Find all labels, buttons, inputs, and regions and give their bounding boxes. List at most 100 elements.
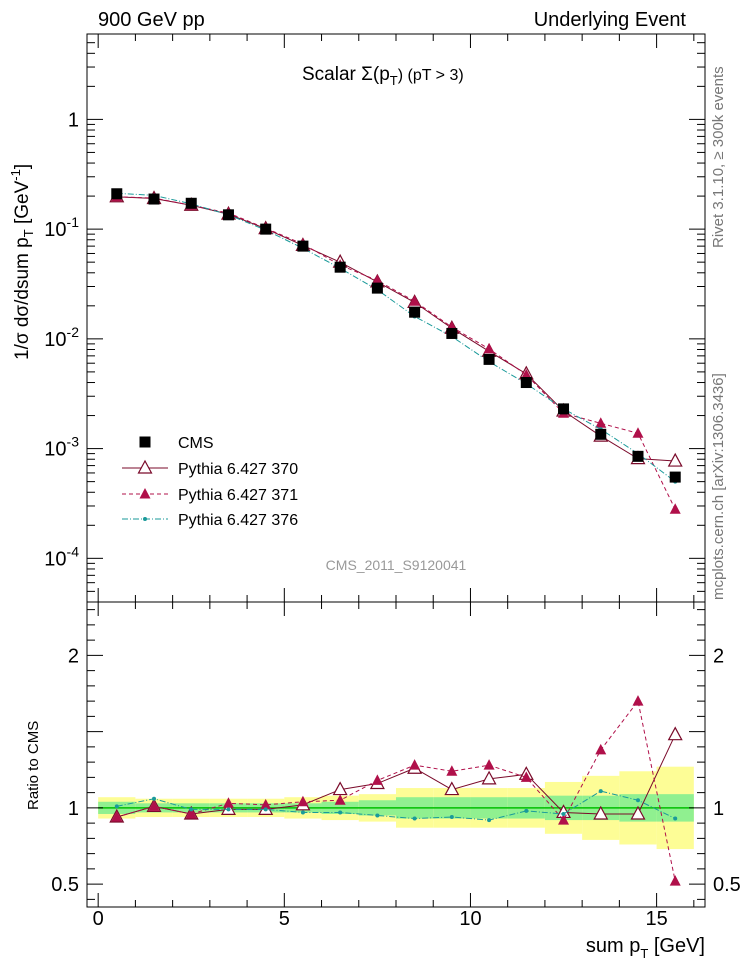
series-point-0 — [667, 452, 683, 467]
ratio-frame — [86, 601, 706, 908]
cms-data-point — [409, 306, 421, 318]
ratio-line-0 — [116, 734, 676, 818]
ratio-point-2 — [561, 811, 566, 816]
series-line-1 — [116, 196, 676, 510]
ratio-point-1 — [446, 765, 458, 776]
cms-data-point — [297, 240, 309, 252]
ratio-point-1 — [260, 798, 272, 810]
ratio-point-2 — [412, 816, 417, 821]
ratio-point-0 — [481, 770, 497, 785]
ratio-point-2 — [189, 807, 194, 812]
ratio-point-2 — [226, 807, 231, 812]
side-label-top: Rivet 3.1.10, ≥ 300k events — [710, 66, 727, 248]
ratio-y-tick-label-left: 0.5 — [51, 874, 79, 896]
y-tick-label: 1 — [68, 109, 79, 131]
ratio-point-1 — [111, 811, 123, 822]
ratio-point-1 — [520, 771, 532, 782]
x-tick-label: 15 — [645, 908, 667, 930]
ratio-line-1 — [116, 699, 676, 882]
y-axis-label-bottom: Ratio to CMS — [25, 721, 42, 810]
y-axis-label-top: 1/σ dσ/dsum pT [GeV-1] — [8, 164, 36, 360]
ratio-point-2 — [598, 789, 603, 794]
cms-data-point — [483, 353, 495, 365]
ratio-y-tick-label-right: 1 — [713, 798, 724, 820]
ratio-point-2 — [673, 816, 678, 821]
ratio-point-0 — [593, 805, 609, 820]
legend-label: Pythia 6.427 371 — [178, 487, 298, 504]
ratio-point-0 — [667, 726, 683, 741]
y-tick-label: 10-1 — [44, 214, 79, 241]
ratio-point-2 — [635, 798, 640, 803]
cms-data-point — [520, 377, 532, 389]
cms-data-point — [185, 197, 197, 209]
ratio-point-1 — [669, 875, 681, 886]
ratio-point-0 — [444, 781, 460, 796]
legend-label: Pythia 6.427 370 — [178, 461, 298, 478]
ratio-point-1 — [334, 794, 346, 805]
ratio-point-1 — [148, 800, 160, 811]
cms-data-point — [595, 428, 607, 440]
x-tick-label: 10 — [459, 908, 481, 930]
series-point-1 — [595, 417, 607, 428]
cms-data-point — [446, 327, 458, 339]
legend-label: Pythia 6.427 376 — [178, 512, 298, 529]
ratio-y-tick-label-right: 2 — [713, 645, 724, 667]
cms-data-point — [371, 282, 383, 294]
series-point-1 — [409, 295, 421, 306]
series-line-0 — [116, 196, 676, 462]
ratio-point-2 — [487, 818, 492, 823]
ratio-point-2 — [375, 813, 380, 818]
ratio-point-1 — [483, 759, 495, 770]
header-right: Underlying Event — [534, 9, 687, 31]
cms-data-point — [222, 209, 234, 221]
ratio-point-2 — [449, 815, 454, 820]
chart-title: Scalar Σ(pT) (pT > 3) — [302, 64, 464, 88]
series-point-1 — [483, 342, 495, 354]
x-tick-label: 0 — [93, 908, 104, 930]
ratio-point-1 — [558, 814, 570, 825]
cms-data-point — [148, 193, 160, 205]
ratio-y-tick-label-left: 1 — [68, 798, 79, 820]
side-label-bottom: mcplots.cern.ch [arXiv:1306.3436] — [710, 373, 727, 600]
main-panel: 1 10-1 10-2 10-3 10-4 — [44, 33, 706, 907]
ratio-point-2 — [338, 810, 343, 815]
header-left: 900 GeV pp — [98, 9, 205, 31]
cms-data-point — [632, 450, 644, 462]
ratio-point-0 — [630, 805, 646, 820]
y-tick-label: 10-3 — [44, 434, 79, 461]
series-point-1 — [632, 427, 644, 438]
cms-data-point — [558, 403, 570, 415]
legend-marker-cms — [139, 436, 151, 448]
ratio-y-tick-label-left: 2 — [68, 645, 79, 667]
legend-marker — [139, 488, 151, 499]
ratio-point-2 — [524, 808, 529, 813]
ratio-point-1 — [632, 695, 644, 706]
series-point-1 — [371, 274, 383, 286]
legend-marker — [143, 517, 147, 521]
watermark: CMS_2011_S9120041 — [326, 557, 467, 573]
ratio-point-2 — [152, 796, 157, 801]
cms-data-point — [669, 471, 681, 483]
ratio-point-1 — [595, 743, 607, 755]
series-point-1 — [669, 503, 681, 514]
legend: CMS Pythia 6.427 370 Pythia 6.427 371 Pythi… — [122, 435, 298, 529]
ratio-y-tick-label-right: 0.5 — [713, 874, 741, 896]
x-axis-label: sum pT [GeV] — [586, 935, 705, 961]
x-tick-label: 5 — [279, 908, 290, 930]
ratio-point-2 — [300, 810, 305, 815]
ratio-point-1 — [185, 807, 197, 819]
y-tick-label: 10-4 — [44, 543, 79, 570]
cms-data-point — [334, 261, 346, 273]
ratio-point-1 — [222, 797, 234, 808]
legend-label: CMS — [178, 435, 214, 452]
ratio-point-1 — [409, 759, 421, 770]
ratio-point-2 — [263, 807, 268, 812]
legend-marker — [137, 459, 153, 474]
cms-data-point — [260, 223, 272, 235]
series-point-1 — [520, 368, 532, 380]
ratio-point-1 — [371, 774, 383, 785]
ratio-point-2 — [114, 804, 119, 809]
cms-data-point — [111, 188, 123, 200]
ratio-point-1 — [297, 795, 309, 807]
